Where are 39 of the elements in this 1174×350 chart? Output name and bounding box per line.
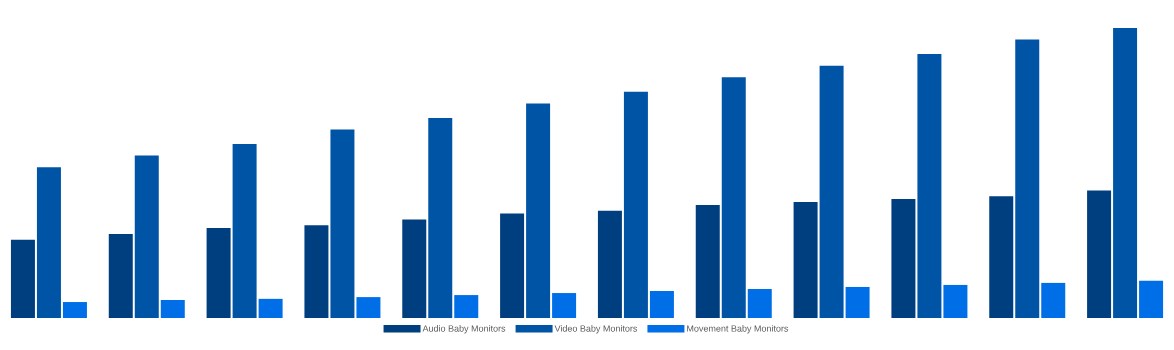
bar [304, 225, 329, 318]
bar [428, 117, 453, 318]
bar [597, 210, 622, 318]
bar [649, 291, 674, 318]
bar [402, 219, 427, 318]
bar [917, 54, 942, 318]
bar [891, 199, 916, 318]
bar [819, 65, 844, 318]
bar [943, 284, 968, 318]
bar [721, 77, 746, 318]
bar [206, 228, 231, 318]
bar [258, 298, 283, 318]
bar [1015, 39, 1040, 318]
bar [330, 129, 355, 318]
bar [62, 302, 87, 318]
bar [989, 196, 1014, 318]
bar [695, 204, 720, 318]
bar [134, 155, 159, 318]
bar [793, 201, 818, 318]
bar [1041, 282, 1066, 318]
bar [232, 143, 257, 318]
bar [552, 293, 577, 318]
bar [10, 239, 35, 318]
bar [160, 300, 185, 318]
bar [454, 295, 479, 318]
bar [526, 103, 551, 318]
legend-label: Movement Baby Monitors [687, 325, 789, 334]
bar [108, 233, 133, 318]
bar [1139, 280, 1164, 318]
legend-label: Video Baby Monitors [554, 325, 638, 334]
bar [1113, 27, 1138, 318]
bar [845, 286, 870, 318]
bar [356, 297, 381, 318]
legend-label: Audio Baby Monitors [422, 325, 506, 334]
bar [747, 288, 772, 318]
bar [623, 91, 648, 318]
bar [36, 167, 61, 318]
bar [500, 213, 525, 318]
bar [1087, 190, 1112, 318]
